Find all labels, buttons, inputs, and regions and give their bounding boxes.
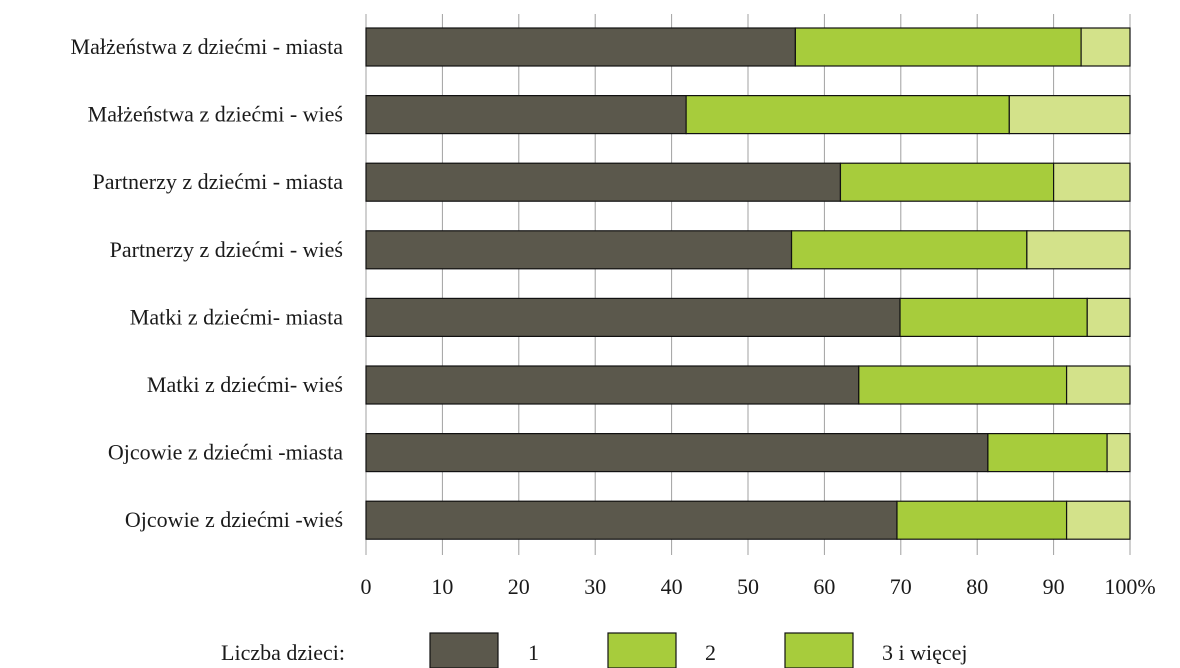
x-tick-label: 80	[966, 574, 988, 599]
legend-swatch	[429, 632, 499, 668]
bar-segment-4-series-1	[365, 230, 793, 270]
legend-label: 3 i więcej	[882, 640, 968, 665]
x-tick-label: 60	[813, 574, 835, 599]
category-label: Partnerzy z dziećmi - wieś	[110, 237, 343, 262]
x-tick-label: 100%	[1104, 574, 1155, 599]
bars	[365, 27, 1131, 540]
bar-segment-8-series-3	[1065, 500, 1131, 540]
bar-segment-2-series-3	[1008, 94, 1131, 135]
x-tick-label: 10	[431, 574, 453, 599]
bar-segment-2-series-1	[365, 94, 687, 135]
bar-segment-6-series-1	[365, 365, 860, 405]
bar-segment-1-series-1	[365, 27, 796, 67]
category-labels: Małżeństwa z dziećmi - miasta Małżeństwa …	[71, 34, 344, 532]
category-label: Partnerzy z dziećmi - miasta	[93, 169, 344, 194]
legend-label: 2	[705, 640, 716, 665]
legend-label: 1	[528, 640, 539, 665]
x-tick-label: 30	[584, 574, 606, 599]
x-tick-label: 0	[361, 574, 372, 599]
bar-segment-5-series-2	[899, 297, 1088, 337]
bar-segment-8-series-2	[896, 500, 1068, 540]
bar-segment-3-series-3	[1052, 162, 1131, 202]
x-tick-label: 40	[661, 574, 683, 599]
bar-segment-3-series-1	[365, 162, 842, 202]
category-label: Małżeństwa z dziećmi - wieś	[88, 102, 343, 127]
legend-swatch	[784, 632, 854, 668]
category-label: Małżeństwa z dziećmi - miasta	[71, 34, 344, 59]
bar-segment-6-series-2	[858, 365, 1068, 405]
x-tick-label: 20	[508, 574, 530, 599]
legend: Liczba dzieci: 1 2 3 i więcej	[221, 632, 968, 668]
x-tick-label: 70	[890, 574, 912, 599]
bar-segment-5-series-1	[365, 297, 901, 337]
legend-title: Liczba dzieci:	[221, 640, 345, 665]
bar-segment-7-series-2	[987, 433, 1108, 473]
x-tick-label: 90	[1043, 574, 1065, 599]
x-tick-label: 50	[737, 574, 759, 599]
category-label: Matki z dziećmi- wieś	[147, 372, 343, 397]
bar-segment-4-series-3	[1026, 230, 1131, 270]
bar-segment-3-series-2	[839, 162, 1055, 202]
x-axis: 0 10 20 30 40 50 60 70 80 90 100%	[361, 574, 1156, 599]
bar-segment-5-series-3	[1086, 297, 1131, 337]
legend-swatch	[607, 632, 677, 668]
category-label: Ojcowie z dziećmi -miasta	[108, 440, 343, 465]
bar-segment-6-series-3	[1065, 365, 1131, 405]
category-label: Ojcowie z dziećmi -wieś	[125, 507, 343, 532]
category-label: Matki z dziećmi- miasta	[130, 304, 343, 329]
bar-segment-7-series-3	[1106, 433, 1131, 473]
bar-segment-8-series-1	[365, 500, 898, 540]
bar-segment-1-series-2	[794, 27, 1082, 67]
bar-segment-7-series-1	[365, 433, 989, 473]
bar-segment-2-series-2	[685, 94, 1010, 135]
bar-segment-4-series-2	[790, 230, 1028, 270]
bar-segment-1-series-3	[1080, 27, 1131, 67]
